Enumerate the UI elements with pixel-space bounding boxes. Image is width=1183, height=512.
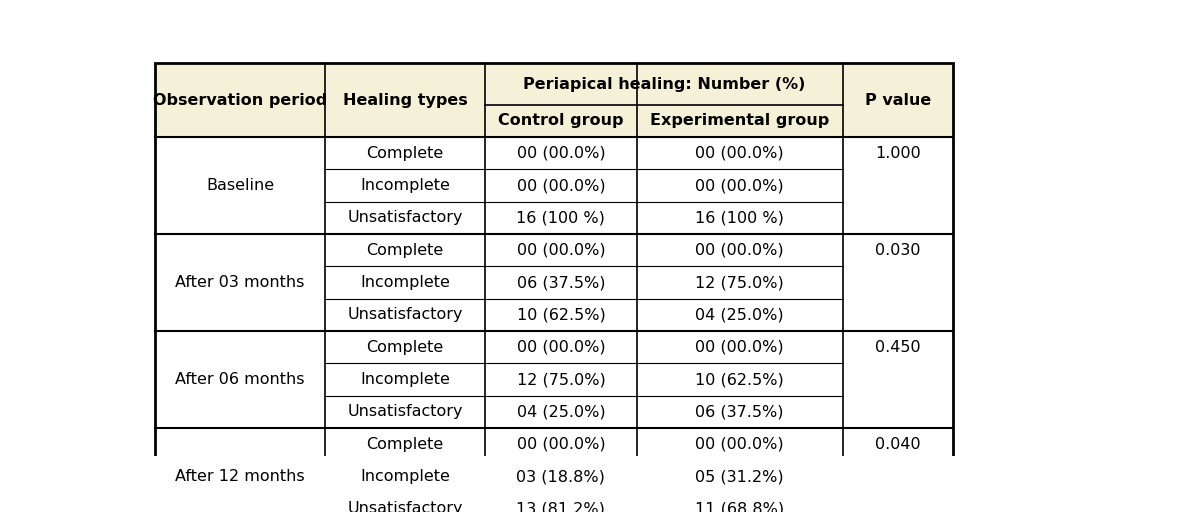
Text: 12 (75.0%): 12 (75.0%) [517, 372, 606, 387]
Text: 00 (00.0%): 00 (00.0%) [696, 146, 784, 161]
Text: Observation period: Observation period [153, 93, 328, 108]
Text: Baseline: Baseline [206, 178, 274, 193]
Bar [155, 63, 952, 512]
Text: 03 (18.8%): 03 (18.8%) [517, 469, 606, 484]
Text: Control group: Control group [498, 114, 623, 129]
Text: 00 (00.0%): 00 (00.0%) [696, 340, 784, 355]
Text: 16 (100 %): 16 (100 %) [517, 210, 606, 225]
Text: Complete: Complete [367, 437, 444, 452]
Text: After 12 months: After 12 months [175, 469, 305, 484]
Text: Unsatisfactory: Unsatisfactory [348, 404, 463, 419]
Text: 06 (37.5%): 06 (37.5%) [696, 404, 784, 419]
Text: 0.450: 0.450 [875, 340, 920, 355]
Text: Experimental group: Experimental group [651, 114, 829, 129]
Text: 00 (00.0%): 00 (00.0%) [696, 243, 784, 258]
Bar [155, 137, 952, 512]
Text: 13 (81.2%): 13 (81.2%) [517, 501, 606, 512]
Text: 0.040: 0.040 [875, 437, 920, 452]
Text: 10 (62.5%): 10 (62.5%) [696, 372, 784, 387]
Text: Unsatisfactory: Unsatisfactory [348, 210, 463, 225]
Text: Unsatisfactory: Unsatisfactory [348, 307, 463, 323]
Text: 00 (00.0%): 00 (00.0%) [517, 437, 606, 452]
Text: 00 (00.0%): 00 (00.0%) [517, 243, 606, 258]
Text: Healing types: Healing types [343, 93, 467, 108]
Text: Incomplete: Incomplete [360, 372, 450, 387]
Text: Complete: Complete [367, 340, 444, 355]
Text: 00 (00.0%): 00 (00.0%) [696, 437, 784, 452]
Text: 06 (37.5%): 06 (37.5%) [517, 275, 606, 290]
Text: Unsatisfactory: Unsatisfactory [348, 501, 463, 512]
Text: Periapical healing: Number (%): Periapical healing: Number (%) [523, 77, 806, 92]
Text: 10 (62.5%): 10 (62.5%) [517, 307, 606, 323]
Text: 00 (00.0%): 00 (00.0%) [517, 178, 606, 193]
Text: 00 (00.0%): 00 (00.0%) [517, 340, 606, 355]
Text: 00 (00.0%): 00 (00.0%) [517, 146, 606, 161]
Text: Incomplete: Incomplete [360, 275, 450, 290]
Text: P value: P value [865, 93, 931, 108]
Text: After 03 months: After 03 months [175, 275, 305, 290]
Text: 1.000: 1.000 [875, 146, 920, 161]
Text: 0.030: 0.030 [875, 243, 920, 258]
Text: 00 (00.0%): 00 (00.0%) [696, 178, 784, 193]
Text: 11 (68.8%): 11 (68.8%) [696, 501, 784, 512]
Text: 12 (75.0%): 12 (75.0%) [696, 275, 784, 290]
Text: Complete: Complete [367, 146, 444, 161]
Text: After 06 months: After 06 months [175, 372, 305, 387]
Text: Incomplete: Incomplete [360, 178, 450, 193]
Text: 04 (25.0%): 04 (25.0%) [517, 404, 606, 419]
Text: 04 (25.0%): 04 (25.0%) [696, 307, 784, 323]
Text: 16 (100 %): 16 (100 %) [696, 210, 784, 225]
Text: Incomplete: Incomplete [360, 469, 450, 484]
Text: Complete: Complete [367, 243, 444, 258]
Bar [155, 63, 952, 137]
Text: 05 (31.2%): 05 (31.2%) [696, 469, 784, 484]
